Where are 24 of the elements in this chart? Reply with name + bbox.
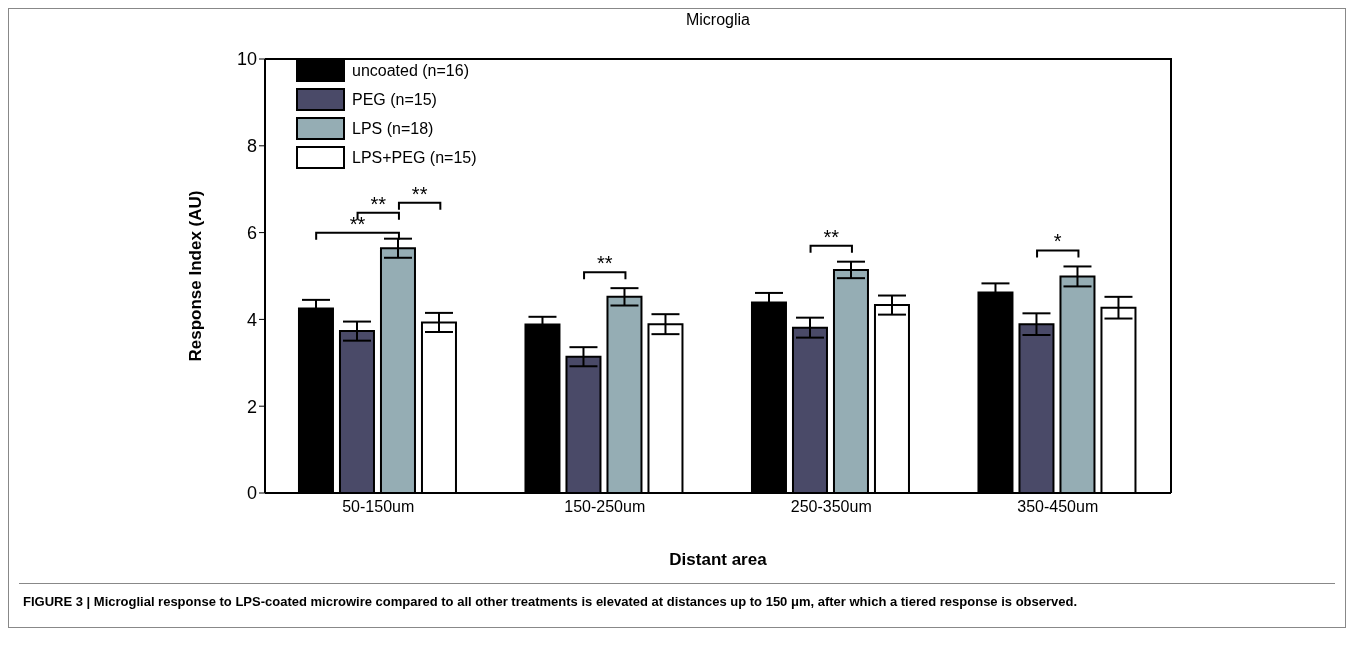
annotation: ** [823, 225, 840, 248]
x-tick-label: 350-450um [1017, 498, 1099, 516]
annotation: ** [411, 182, 428, 205]
annotation: ** [370, 192, 387, 215]
legend-label: LPS+PEG (n=15) [352, 148, 477, 167]
caption: FIGURE 3 | Microglial response to LPS-coated microwire compared to all other treatments is elevated at distances up to 150 μm, after which a tiered response is observed. [23, 593, 1079, 611]
x-axis-title: Distant area [669, 550, 768, 569]
legend-label: uncoated (n=16) [352, 61, 469, 80]
y-tick-label: 2 [246, 396, 257, 417]
annotation: ** [596, 252, 613, 275]
legend-label: LPS (n=18) [352, 119, 434, 138]
y-tick-label: 8 [246, 136, 257, 157]
annotation: ** [349, 212, 366, 235]
y-axis-title: Response Index (AU) [186, 190, 206, 362]
x-tick-label: 150-250um [564, 498, 646, 516]
annotation: * [1053, 230, 1062, 253]
y-tick-label: 6 [246, 222, 257, 243]
legend-label: PEG (n=15) [352, 90, 437, 109]
y-tick-label: 0 [246, 483, 257, 504]
y-tick-label: 4 [246, 309, 257, 330]
chart-title: Microglia [685, 11, 751, 28]
x-tick-label: 250-350um [790, 498, 872, 516]
x-tick-label: 50-150um [342, 498, 415, 516]
y-tick-label: 10 [236, 49, 257, 70]
